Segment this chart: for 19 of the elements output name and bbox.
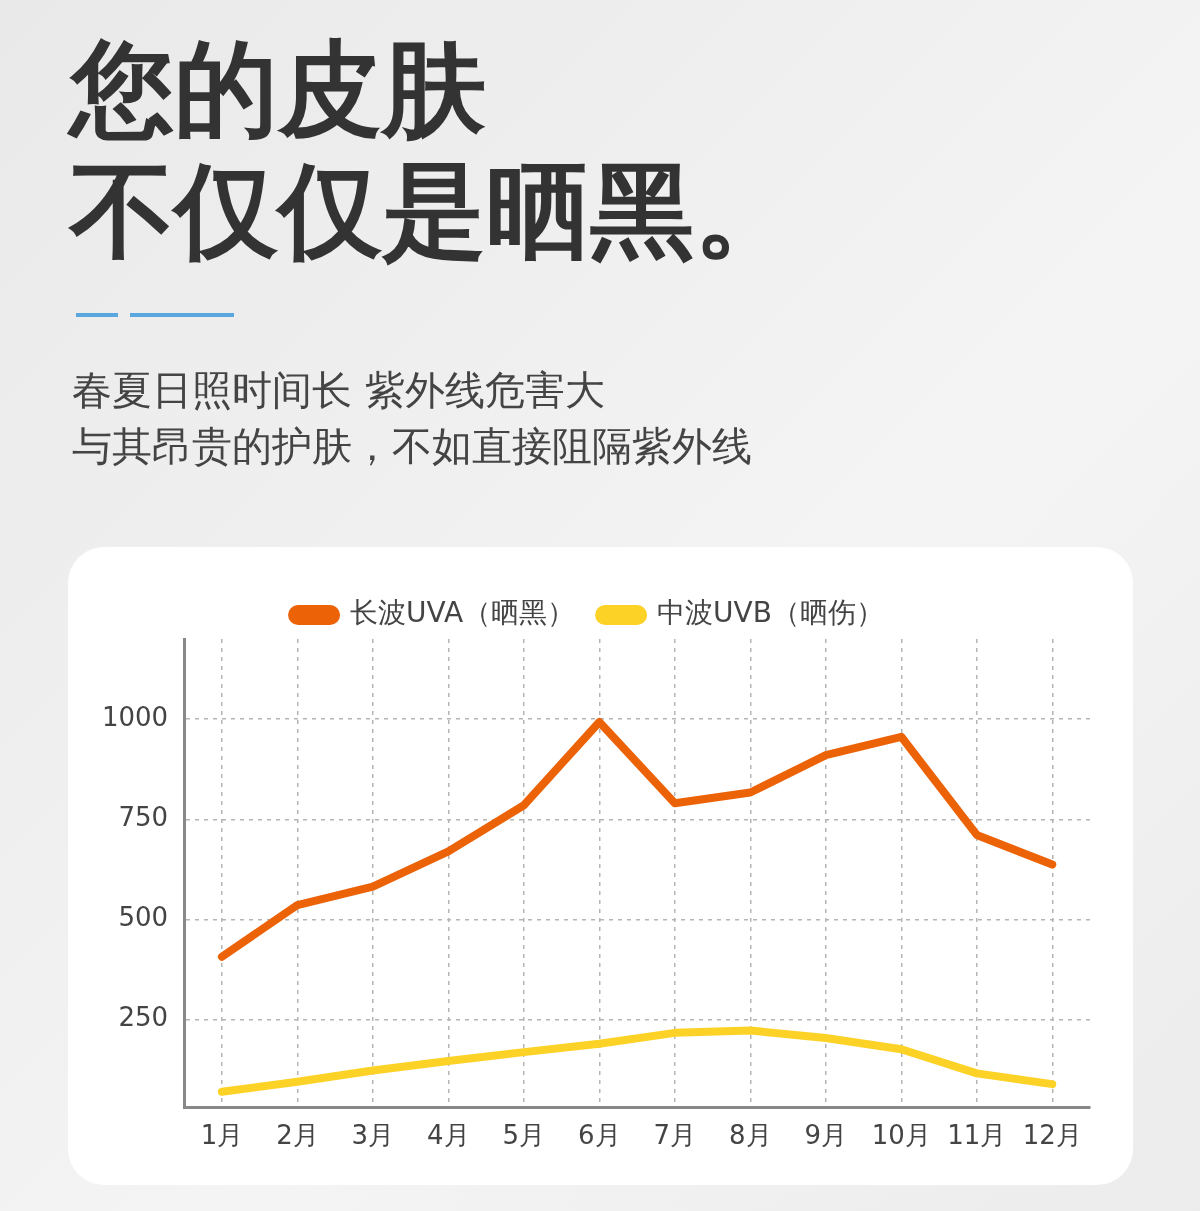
x-tick-label: 1月 [200, 1120, 244, 1151]
x-tick-label: 6月 [578, 1120, 621, 1151]
x-tick-label: 10月 [871, 1120, 931, 1151]
x-tick-label: 9月 [804, 1120, 848, 1151]
legend-label: 中波UVB（晒伤） [657, 596, 884, 630]
x-tick-label: 8月 [729, 1120, 772, 1151]
x-tick-label: 4月 [427, 1120, 470, 1151]
y-tick-label: 750 [118, 802, 169, 833]
x-tick-label: 5月 [502, 1120, 546, 1151]
x-tick-label: 3月 [351, 1120, 395, 1151]
x-tick-label: 11月 [947, 1120, 1007, 1151]
x-tick-label: 2月 [276, 1120, 319, 1151]
chart-subtitle: 春夏日照时间长 紫外线危害大与其昂贵的护肤，不如直接阻隔紫外线 [72, 367, 752, 469]
x-tick-label: 12月 [1022, 1120, 1082, 1151]
x-tick-label: 7月 [653, 1120, 697, 1151]
y-tick-label: 1000 [102, 701, 169, 732]
legend-label: 长波UVA（晒黑） [350, 596, 576, 630]
y-tick-label: 250 [118, 1002, 169, 1033]
y-tick-label: 500 [118, 902, 169, 933]
